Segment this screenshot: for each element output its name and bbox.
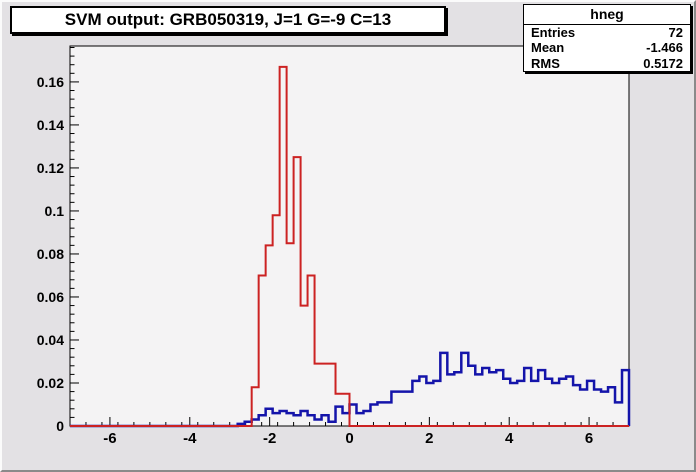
x-axis-tick-label: -6 — [103, 430, 116, 447]
stats-histogram-name: hneg — [524, 5, 690, 25]
y-axis-tick-label: 0.1 — [45, 203, 65, 219]
stats-label: RMS — [531, 55, 560, 71]
stats-row-entries: Entries 72 — [524, 25, 690, 40]
stats-row-mean: Mean -1.466 — [524, 40, 690, 55]
stats-label: Mean — [531, 40, 565, 56]
stats-row-rms: RMS 0.5172 — [524, 56, 690, 71]
x-axis-tick-label: 2 — [425, 430, 433, 447]
stats-label: Entries — [531, 25, 576, 41]
stats-value: 72 — [668, 25, 683, 41]
stats-box[interactable]: hneg Entries 72 Mean -1.466 RMS 0.5172 — [523, 4, 691, 72]
plot-title: SVM output: GRB050319, J=1 G=-9 C=13 — [64, 10, 392, 29]
y-axis-tick-label: 0.08 — [37, 246, 64, 262]
y-axis-tick-label: 0.12 — [37, 160, 64, 176]
stats-value: 0.5172 — [643, 55, 683, 71]
x-axis-tick-label: 6 — [585, 430, 593, 447]
x-axis-tick-label: -4 — [183, 430, 197, 447]
y-axis-tick-label: 0.06 — [37, 289, 64, 305]
y-axis-tick-label: 0 — [56, 418, 64, 434]
y-axis-tick-label: 0.04 — [37, 332, 64, 348]
stats-value: -1.466 — [646, 40, 683, 56]
x-axis-tick-label: 4 — [505, 430, 514, 447]
y-axis-tick-label: 0.16 — [37, 74, 64, 90]
x-axis-tick-label: 0 — [345, 430, 353, 447]
y-axis-tick-label: 0.02 — [37, 375, 64, 391]
x-axis-tick-label: -2 — [263, 430, 276, 447]
plot-frame-background — [70, 46, 629, 426]
hneg-red-histogram — [70, 65, 629, 427]
plot-title-box[interactable]: SVM output: GRB050319, J=1 G=-9 C=13 — [10, 6, 446, 34]
y-axis-tick-label: 0.14 — [37, 117, 64, 133]
